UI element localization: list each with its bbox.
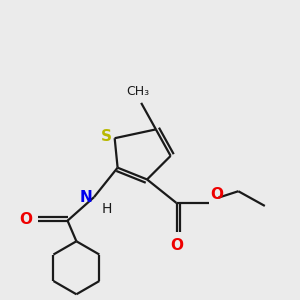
Text: CH₃: CH₃ [127, 85, 150, 98]
Text: S: S [101, 129, 112, 144]
Text: H: H [101, 202, 112, 215]
Text: O: O [210, 187, 224, 202]
Text: O: O [19, 212, 32, 227]
Text: N: N [80, 190, 93, 205]
Text: O: O [170, 238, 183, 253]
